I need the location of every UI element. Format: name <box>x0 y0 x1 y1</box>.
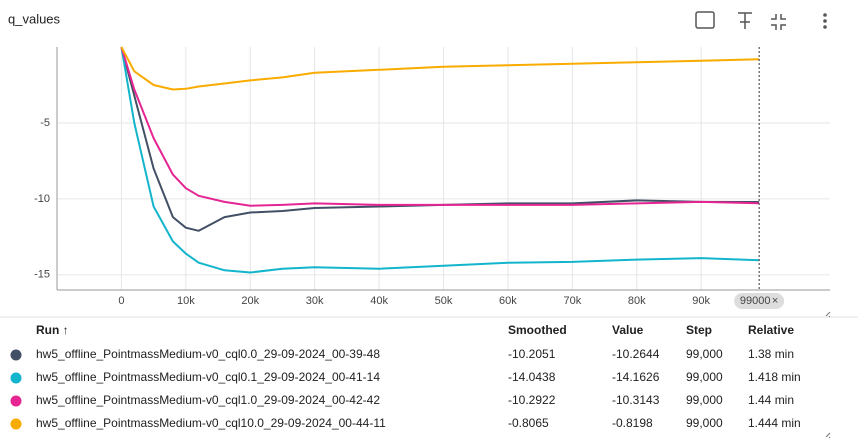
chart-title: q_values <box>8 11 61 26</box>
table-cell: -14.1626 <box>612 370 660 384</box>
y-tick-label: -5 <box>40 117 50 129</box>
data-table: Run ↑ Smoothed Value Step Relative hw5_offlin… <box>10 323 801 430</box>
hover-tag <box>734 293 785 309</box>
table-cell: -10.2644 <box>612 347 660 361</box>
x-tick-label: 30k <box>306 295 324 307</box>
plot-area: -5 -10 -15 0 10k 20k 30k 40k 50k 60k 70k 80k 90k 9900… <box>34 46 830 309</box>
x-tick-label: 70k <box>563 295 581 307</box>
table-cell: hw5_offline_PointmassMedium-v0_cql0.1_29… <box>36 370 380 384</box>
toolbar <box>695 11 827 30</box>
hover-close: × <box>772 295 778 307</box>
run-color-dot <box>10 418 22 430</box>
table-cell: hw5_offline_PointmassMedium-v0_cql1.0_29… <box>36 393 380 407</box>
table-cell: 99,000 <box>686 347 723 361</box>
series-line <box>120 46 760 207</box>
table-cell: 1.38 min <box>748 347 794 361</box>
series-line <box>120 46 760 232</box>
series-line <box>120 46 760 91</box>
table-cell: 1.444 min <box>748 416 801 430</box>
table-cell: hw5_offline_PointmassMedium-v0_cql10.0_2… <box>36 416 386 430</box>
x-tick-label: 40k <box>370 295 388 307</box>
expand-icon[interactable] <box>771 14 786 30</box>
y-tick-label: -15 <box>34 269 50 281</box>
y-tick-label: -10 <box>34 193 50 205</box>
table-cell: 1.418 min <box>748 370 801 384</box>
more-icon[interactable] <box>823 13 827 29</box>
run-color-dot <box>10 349 22 361</box>
table-cell: -10.3143 <box>612 393 660 407</box>
table-cell: -10.2051 <box>508 347 556 361</box>
table-cell: -14.0438 <box>508 370 556 384</box>
table-cell: 99,000 <box>686 416 723 430</box>
x-tick-label: 20k <box>241 295 259 307</box>
table-cell: -0.8065 <box>508 416 549 430</box>
run-color-dot <box>10 395 22 407</box>
table-cell: 1.44 min <box>748 393 794 407</box>
pin-icon[interactable] <box>738 12 752 29</box>
table-cell: 99,000 <box>686 393 723 407</box>
table-cell: -0.8198 <box>612 416 653 430</box>
fit-icon[interactable] <box>695 11 715 29</box>
series-line <box>120 46 760 274</box>
resize-handle[interactable] <box>825 432 831 439</box>
table-cell: -10.2922 <box>508 393 556 407</box>
column-header: Run ↑ <box>36 323 69 337</box>
column-header: Smoothed <box>508 323 567 337</box>
resize-handle[interactable] <box>825 311 831 318</box>
x-tick-label: 0 <box>118 295 124 307</box>
column-header: Relative <box>748 323 794 337</box>
table-cell: hw5_offline_PointmassMedium-v0_cql0.0_29… <box>36 347 380 361</box>
table-cell: 99,000 <box>686 370 723 384</box>
x-tick-label: 50k <box>435 295 453 307</box>
x-tick-label: 90k <box>692 295 710 307</box>
x-tick-label: 60k <box>499 295 517 307</box>
hover-label: 99000 <box>740 295 771 307</box>
column-header: Step <box>686 323 712 337</box>
column-header: Value <box>612 323 644 337</box>
x-tick-label: 10k <box>177 295 195 307</box>
x-tick-label: 80k <box>628 295 646 307</box>
run-color-dot <box>10 372 22 384</box>
